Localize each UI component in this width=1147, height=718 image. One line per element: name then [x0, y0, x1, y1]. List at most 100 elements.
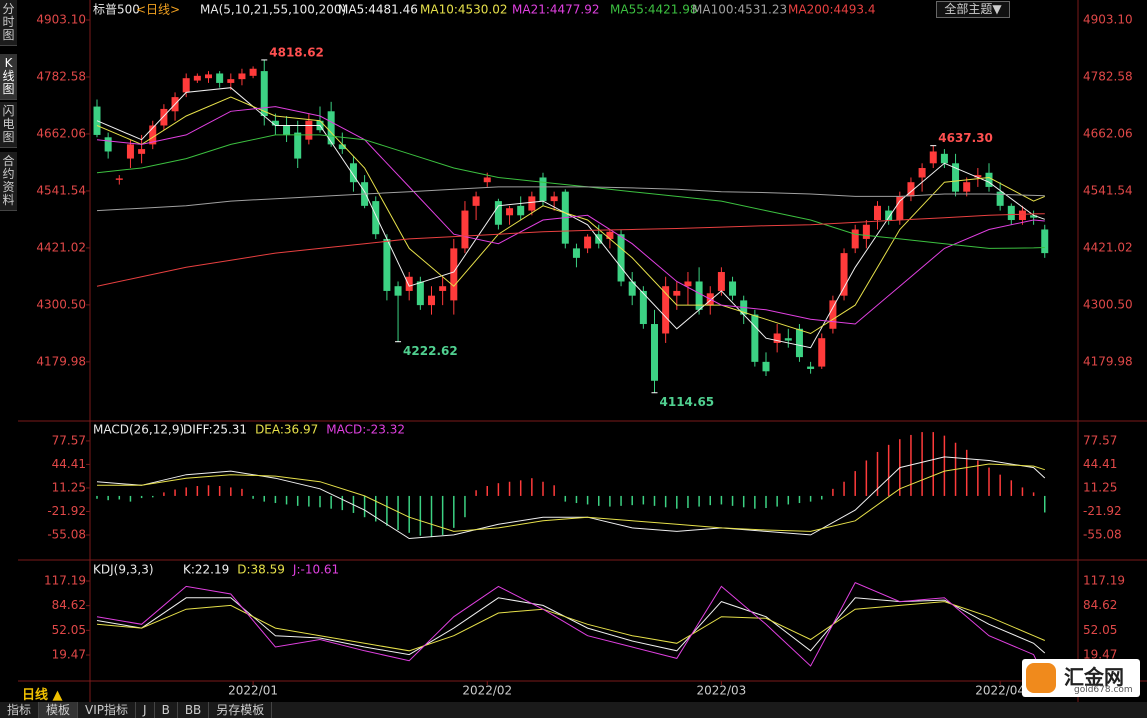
candle-body [528, 196, 536, 211]
annotation-label: 4818.62 [269, 45, 324, 59]
candle-body [807, 366, 815, 369]
indicator-line [96, 213, 1045, 287]
y-tick-label: 4421.02 [36, 240, 86, 254]
candle-body [617, 234, 625, 282]
candle-body [517, 205, 525, 216]
candle-body [160, 108, 168, 126]
sidebar-tab[interactable]: K线图 [0, 54, 17, 100]
y-tick-label: 11.25 [52, 480, 86, 494]
y-tick-label: 77.57 [52, 433, 86, 447]
sidebar-tab[interactable]: 分时图 [0, 0, 17, 46]
candle-body [729, 281, 737, 296]
sidebar-tab[interactable]: 闪电图 [0, 102, 17, 148]
y-tick-label: 4300.50 [1083, 297, 1133, 311]
y-tick-label: 44.41 [1083, 457, 1117, 471]
annotation-label: 4637.30 [938, 131, 993, 145]
annotation-label: 4114.65 [660, 395, 715, 409]
bottom-tab[interactable]: 指标 [0, 702, 40, 718]
y-tick-label: 84.62 [1083, 598, 1117, 612]
indicator-line [96, 601, 1045, 652]
candle-body [394, 286, 402, 296]
candle-body [695, 281, 703, 310]
x-tick-label: 2022/04 [975, 684, 1025, 698]
candle-body [205, 74, 212, 79]
y-tick-label: 19.47 [1083, 648, 1117, 662]
bottom-tab[interactable]: BB [178, 702, 210, 718]
background [18, 0, 1147, 702]
candle-body [383, 238, 391, 291]
candle-body [305, 120, 313, 140]
candle-body [506, 208, 514, 216]
bottom-tab[interactable]: 另存模板 [209, 702, 273, 718]
legend-entry: DEA:36.97 [255, 423, 318, 437]
candle-body [416, 281, 424, 306]
candle-body [238, 73, 246, 80]
candle-body [271, 120, 279, 126]
y-tick-label: 4179.98 [36, 354, 86, 368]
candle-body [795, 328, 803, 358]
x-tick-label: 2022/01 [228, 684, 278, 698]
x-tick-label: 2022/03 [696, 684, 746, 698]
bottom-tab[interactable]: B [155, 702, 178, 718]
candle-body [929, 151, 937, 164]
candle-body [550, 196, 558, 202]
candle-body [673, 290, 681, 296]
candle-body [428, 295, 435, 306]
y-tick-label: 4300.50 [36, 297, 86, 311]
y-tick-label: 19.47 [52, 648, 86, 662]
candle-body [606, 231, 614, 239]
candle-body [651, 324, 658, 381]
sidebar-tab[interactable]: 合约资料 [0, 152, 17, 211]
logo: 汇金网 gold678.com [1022, 659, 1140, 697]
candle-body [182, 78, 190, 93]
candle-body [216, 73, 224, 83]
candle-body [717, 272, 725, 291]
period-tab[interactable]: 日线 ▲ [22, 688, 63, 703]
y-tick-label: 4421.02 [1083, 240, 1133, 254]
bottom-tab[interactable]: J [136, 702, 155, 718]
candle-body [840, 253, 848, 296]
legend-entry: DIFF:25.31 [183, 423, 247, 437]
y-tick-label: 84.62 [52, 598, 86, 612]
legend-entry: MA55:4421.98 [610, 3, 698, 17]
candle-body [1007, 205, 1015, 221]
theme-button[interactable]: 全部主题▼ [936, 1, 1010, 18]
candle-body [260, 71, 268, 117]
indicator-line [96, 96, 1045, 335]
y-tick-label: 4903.10 [36, 13, 86, 27]
y-tick-label: 4662.06 [36, 126, 86, 140]
candle-body [193, 75, 201, 81]
y-tick-label: -21.92 [1083, 504, 1122, 518]
legend-entry: MA21:4477.92 [512, 3, 600, 17]
y-tick-label: 4903.10 [1083, 13, 1133, 27]
y-tick-label: 52.05 [1083, 623, 1117, 637]
y-tick-label: 4662.06 [1083, 126, 1133, 140]
indicator-line [96, 106, 1045, 325]
legend-entry: D:38.59 [237, 563, 285, 577]
indicator-line [96, 597, 1046, 656]
candle-body [952, 163, 960, 192]
legend-entry: K:22.19 [183, 563, 229, 577]
candle-body [963, 182, 971, 192]
candle-body [784, 338, 792, 341]
candle-body [249, 68, 257, 76]
legend-entry: MA100:4531.23 [692, 3, 787, 17]
candle-body [227, 79, 235, 83]
candle-body [918, 168, 926, 178]
bottom-tab[interactable]: 模板 [39, 702, 79, 718]
y-tick-label: 4179.98 [1083, 354, 1133, 368]
candle-body [104, 137, 112, 152]
candle-body [985, 172, 993, 187]
legend-entry: MACD:-23.32 [326, 423, 405, 437]
candle-body [138, 149, 146, 154]
y-tick-label: 117.19 [44, 573, 86, 587]
candle-body [974, 175, 982, 178]
candle-body [684, 281, 692, 287]
candle-body [472, 196, 480, 206]
bottom-tab[interactable]: VIP指标 [78, 702, 137, 718]
instrument-title: 标普500 [93, 3, 140, 17]
indicator-line [96, 186, 1045, 212]
y-tick-label: -55.08 [47, 528, 86, 542]
y-tick-label: -21.92 [47, 504, 86, 518]
